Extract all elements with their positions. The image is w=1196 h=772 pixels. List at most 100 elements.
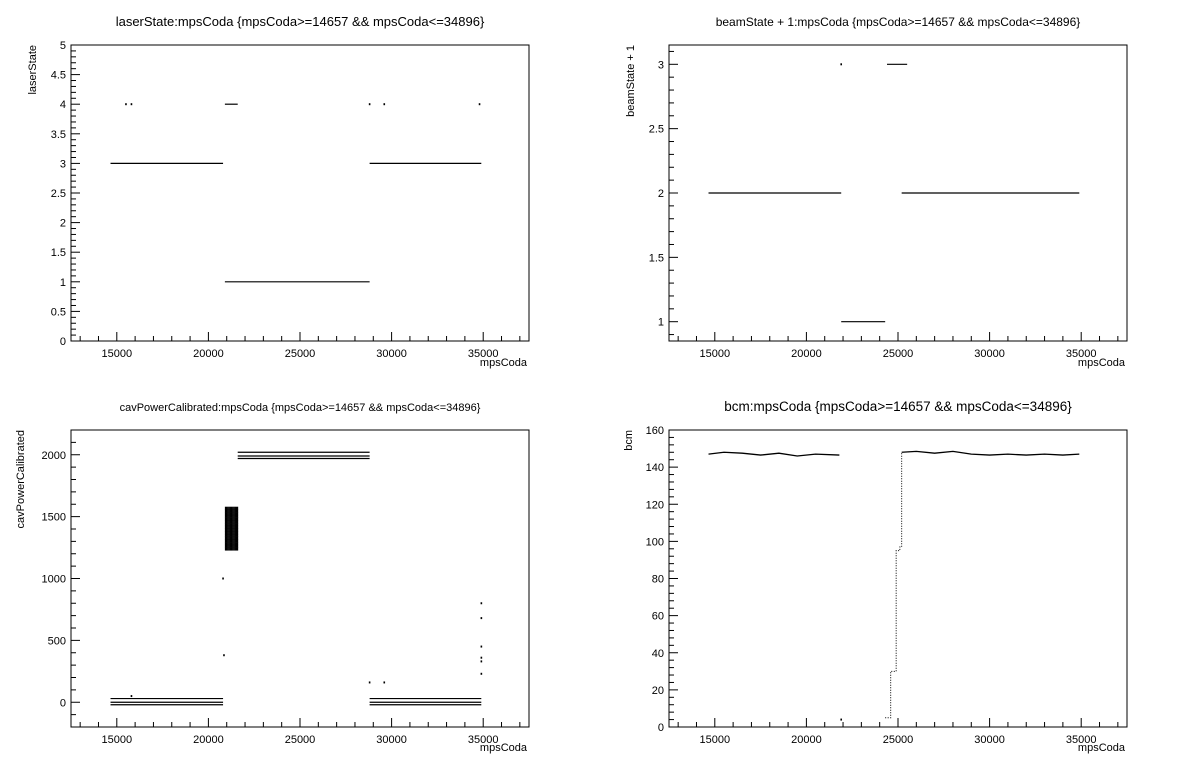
data-point [224,509,227,513]
data-point [230,506,232,510]
data-point [225,544,228,548]
y-tick-label: 100 [646,536,664,548]
x-tick-label: 20000 [193,348,224,360]
data-point [235,517,238,521]
y-tick-label: 3.5 [51,129,66,141]
data-point [235,547,238,551]
data-point [224,506,227,510]
data-point [236,528,239,532]
y-tick-label: 1500 [42,512,66,524]
data-point [234,547,236,551]
data-point [227,528,229,532]
data-point [231,536,233,540]
data-point [233,528,235,532]
x-axis-label: mpsCoda [480,357,528,369]
data-point [232,523,234,527]
data-point [228,520,230,524]
data-point [231,542,233,546]
x-tick-label: 15000 [102,348,133,360]
data-point [233,539,235,543]
chart-title: bcm:mpsCoda {mpsCoda>=14657 && mpsCoda<=… [724,399,1072,414]
data-point [230,523,232,527]
data-point [229,523,231,527]
data-point [224,523,227,527]
data-point [234,525,236,529]
chart-title: cavPowerCalibrated:mpsCoda {mpsCoda>=146… [120,402,481,414]
data-point [225,539,228,543]
y-tick-label: 1.5 [649,252,664,264]
data-point [235,506,238,510]
data-point [231,509,233,513]
data-point [235,531,238,535]
data-point [234,531,236,535]
x-tick-label: 35000 [468,734,499,746]
data-point [230,528,232,532]
data-point [229,528,231,532]
data-point [235,539,238,543]
y-tick-label: 5 [60,40,66,52]
data-point [230,544,232,548]
data-point [236,539,239,543]
data-point [227,520,229,524]
data-point [228,544,230,548]
y-tick-label: 2.5 [649,124,664,136]
data-point [232,547,234,551]
data-point [231,525,233,529]
data-point [233,536,235,540]
data-point [227,525,229,529]
data-point [227,539,229,543]
plot-frame [70,429,530,728]
data-point [225,542,228,546]
data-point [236,536,239,540]
data-point [236,509,239,513]
data-point [480,602,483,605]
y-tick-label: 1 [60,277,66,289]
data-point [236,525,239,529]
x-tick-label: 25000 [285,734,316,746]
x-tick-label: 30000 [376,734,407,746]
data-point [229,525,231,529]
data-cluster [224,506,239,551]
data-point [229,547,231,551]
data-point [234,533,236,537]
data-point [235,514,238,518]
data-point [130,103,133,106]
data-curve [901,450,1080,456]
data-point [236,512,239,516]
data-point [233,523,235,527]
data-point [230,525,232,529]
x-tick-label: 15000 [700,734,731,746]
data-point [227,512,229,516]
data-point [236,506,239,510]
data-point [235,512,238,516]
data-point [236,523,239,527]
data-point [480,645,483,648]
y-tick-label: 3 [60,158,66,170]
data-point [232,506,234,510]
data-point [224,533,227,537]
y-axis-label: laserState [27,45,39,95]
data-point [232,539,234,543]
data-point [234,536,236,540]
data-point [227,536,229,540]
data-point [225,528,228,532]
data-point [229,542,231,546]
data-point [235,520,238,524]
data-point [236,520,239,524]
data-point [224,512,227,516]
y-tick-label: 1.5 [51,247,66,259]
data-point [225,547,228,551]
data-point [225,536,228,540]
data-point [230,547,232,551]
data-point [229,506,231,510]
data-point [234,544,236,548]
data-point [230,512,232,516]
y-tick-label: 1000 [42,574,66,586]
data-point [232,514,234,518]
x-axis-label: mpsCoda [1078,742,1126,754]
y-tick-label: 80 [652,574,664,586]
data-point [232,528,234,532]
data-point [229,512,231,516]
data-point [383,103,386,106]
data-point [234,512,236,516]
